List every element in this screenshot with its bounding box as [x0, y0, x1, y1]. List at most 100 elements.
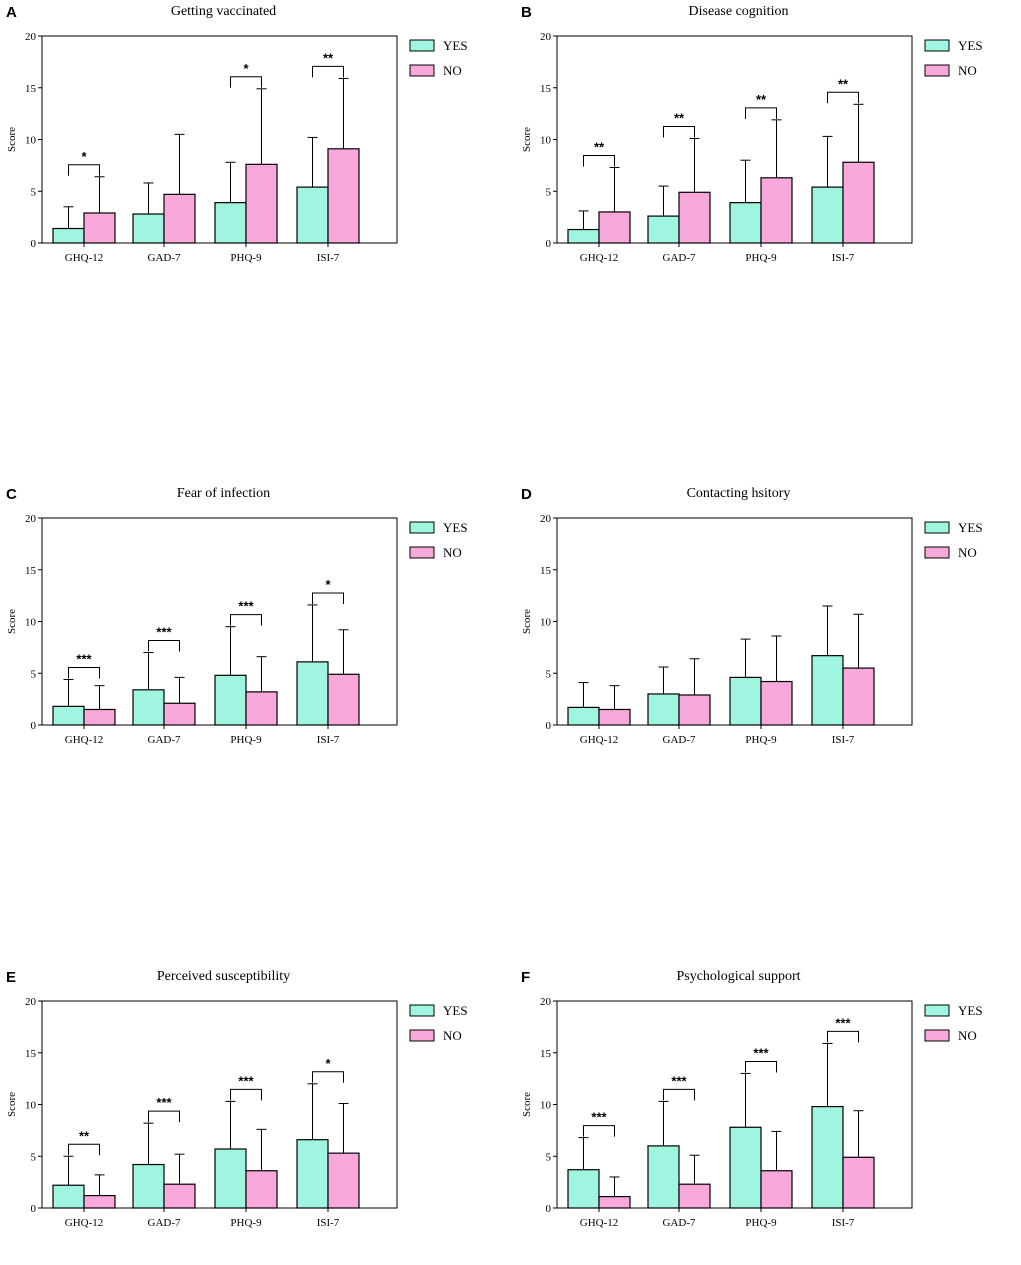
bar-no — [327, 673, 360, 726]
legend-swatch — [409, 64, 435, 77]
bar-yes — [729, 202, 762, 244]
y-axis-label: Score — [6, 127, 18, 152]
x-tick-label: PHQ-9 — [230, 252, 262, 264]
legend-swatch — [409, 1029, 435, 1042]
bar-yes — [214, 202, 247, 244]
significance-label: *** — [156, 625, 172, 640]
bracket-line — [827, 91, 859, 104]
bracket-line — [827, 1030, 859, 1043]
y-tick-label: 10 — [540, 135, 552, 147]
significance-label: *** — [591, 1110, 607, 1125]
bar-yes — [647, 215, 680, 244]
significance-bracket: * — [312, 577, 344, 604]
y-tick-label: 10 — [25, 1100, 37, 1112]
panel-letter: F — [521, 969, 530, 986]
legend-swatch — [924, 64, 950, 77]
legend-label: YES — [443, 38, 468, 53]
significance-bracket: ** — [745, 92, 777, 119]
legend-swatch — [924, 39, 950, 52]
chart-svg: E Perceived susceptibility Score 0 5 10 15 20 GH… — [6, 969, 468, 1229]
significance-label: ** — [323, 50, 334, 65]
y-tick-label: 5 — [31, 668, 37, 680]
y-tick-label: 20 — [540, 513, 552, 525]
bar-no — [163, 702, 196, 726]
legend-swatch — [924, 1004, 950, 1017]
significance-bracket: *** — [827, 1015, 859, 1043]
chart-svg: C Fear of infection Score 0 5 10 15 20 GHQ-12 GAD… — [6, 486, 468, 746]
bracket-line — [312, 592, 344, 604]
chart-title: Perceived susceptibility — [157, 969, 290, 984]
y-tick-label: 0 — [31, 1203, 37, 1215]
bar-no — [83, 212, 116, 244]
x-tick-label: PHQ-9 — [230, 1217, 262, 1229]
y-tick-label: 0 — [546, 238, 552, 250]
bar-yes — [567, 1169, 600, 1209]
legend-swatch — [409, 546, 435, 559]
y-tick-label: 15 — [25, 83, 37, 95]
x-tick-label: GAD-7 — [663, 734, 696, 746]
legend-label: YES — [958, 38, 983, 53]
significance-bracket: *** — [230, 1073, 262, 1101]
x-tick-label: GHQ-12 — [65, 252, 104, 264]
x-tick-label: PHQ-9 — [745, 1217, 777, 1229]
x-tick-label: PHQ-9 — [745, 734, 777, 746]
x-tick-label: GHQ-12 — [580, 734, 619, 746]
bar-no — [678, 694, 711, 726]
bar-yes — [811, 186, 844, 244]
legend-swatch — [924, 546, 950, 559]
chart-svg: D Contacting hsitory Score 0 5 10 15 20 GHQ-12 GA… — [521, 486, 983, 746]
legend-swatch — [924, 521, 950, 534]
y-axis-label: Score — [521, 609, 533, 634]
legend-label: NO — [958, 1028, 977, 1043]
bar-no — [598, 708, 631, 726]
significance-bracket: ** — [312, 50, 344, 78]
bracket-line — [68, 666, 100, 679]
bar-no — [245, 1170, 278, 1209]
chart-title: Fear of infection — [177, 486, 270, 501]
bar-yes — [567, 228, 600, 244]
significance-bracket: * — [230, 61, 262, 88]
legend-swatch — [924, 1029, 950, 1042]
significance-label: *** — [835, 1015, 851, 1030]
significance-bracket: ** — [663, 110, 695, 138]
bar-no — [327, 1152, 360, 1209]
bracket-line — [663, 125, 695, 138]
x-tick-label: GHQ-12 — [580, 252, 619, 264]
significance-label: * — [81, 149, 87, 164]
legend-label: YES — [443, 1003, 468, 1018]
significance-bracket: ** — [583, 139, 615, 167]
x-tick-label: PHQ-9 — [745, 252, 777, 264]
legend-swatch — [409, 39, 435, 52]
bar-no — [163, 1183, 196, 1209]
bar-no — [83, 708, 116, 726]
significance-bracket: ** — [68, 1128, 100, 1156]
y-tick-label: 20 — [540, 31, 552, 43]
bar-yes — [647, 1145, 680, 1209]
legend-label: NO — [958, 545, 977, 560]
chart-svg: B Disease cognition Score 0 5 10 15 20 GHQ-12 GAD… — [521, 4, 983, 264]
legend-label: YES — [958, 520, 983, 535]
bracket-line — [230, 1088, 262, 1101]
y-tick-label: 5 — [546, 668, 552, 680]
significance-bracket: *** — [583, 1110, 615, 1137]
x-tick-label: GHQ-12 — [65, 734, 104, 746]
figure: A Getting vaccinated Score 0 5 10 15 20 GHQ-12 GA… — [0, 0, 1015, 1229]
bracket-line — [583, 1125, 615, 1137]
y-tick-label: 10 — [25, 135, 37, 147]
y-tick-label: 0 — [31, 720, 37, 732]
y-tick-label: 5 — [546, 186, 552, 198]
bar-no — [842, 1156, 875, 1209]
bar-yes — [132, 213, 165, 244]
chart-panel-b: B Disease cognition Score 0 5 10 15 20 GHQ-12 GAD… — [515, 0, 1015, 300]
bar-yes — [132, 689, 165, 726]
significance-label: ** — [674, 110, 685, 125]
legend-label: NO — [443, 63, 462, 78]
chart-title: Psychological support — [676, 969, 800, 984]
y-tick-label: 15 — [540, 83, 552, 95]
significance-bracket: *** — [745, 1045, 777, 1073]
chart-panel-a: A Getting vaccinated Score 0 5 10 15 20 GHQ-12 GA… — [0, 0, 500, 300]
bracket-line — [148, 640, 180, 652]
bracket-line — [745, 107, 777, 119]
y-tick-label: 20 — [25, 31, 37, 43]
bar-yes — [647, 693, 680, 726]
